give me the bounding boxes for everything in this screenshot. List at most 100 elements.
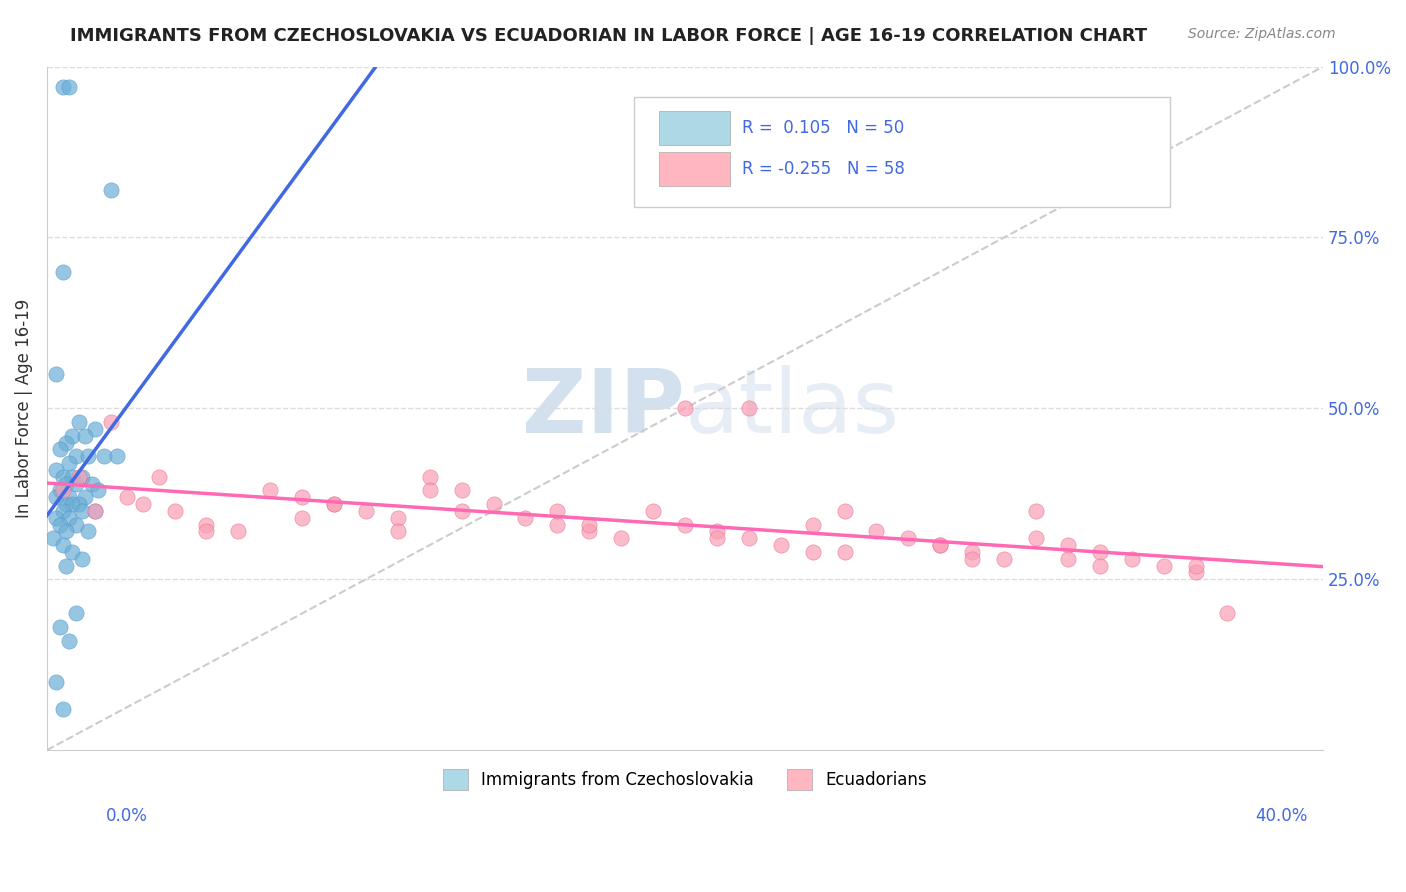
Point	[195, 524, 218, 539]
Point	[769, 538, 792, 552]
Point	[419, 483, 441, 498]
Point	[48, 442, 70, 457]
Point	[58, 80, 80, 95]
Point	[65, 607, 87, 621]
Point	[610, 531, 633, 545]
Point	[673, 401, 696, 416]
Point	[77, 449, 100, 463]
Point	[323, 497, 346, 511]
Point	[62, 497, 84, 511]
Point	[67, 497, 90, 511]
Point	[65, 517, 87, 532]
Point	[865, 524, 887, 539]
Point	[70, 551, 93, 566]
Text: 40.0%: 40.0%	[1256, 807, 1308, 825]
Legend: Immigrants from Czechoslovakia, Ecuadorians: Immigrants from Czechoslovakia, Ecuadori…	[436, 763, 934, 797]
Point	[1184, 558, 1206, 573]
Text: ZIP: ZIP	[522, 365, 685, 452]
FancyBboxPatch shape	[659, 111, 730, 145]
Point	[62, 428, 84, 442]
Point	[801, 545, 824, 559]
Point	[482, 497, 505, 511]
Point	[52, 504, 75, 518]
Text: IMMIGRANTS FROM CZECHOSLOVAKIA VS ECUADORIAN IN LABOR FORCE | AGE 16-19 CORRELAT: IMMIGRANTS FROM CZECHOSLOVAKIA VS ECUADO…	[70, 27, 1147, 45]
Text: atlas: atlas	[685, 365, 900, 452]
Text: 0.0%: 0.0%	[105, 807, 148, 825]
Point	[834, 504, 856, 518]
Point	[163, 504, 186, 518]
Point	[77, 524, 100, 539]
Point	[291, 510, 314, 524]
Point	[354, 504, 377, 518]
Point	[52, 483, 75, 498]
Point	[62, 545, 84, 559]
Point	[515, 510, 537, 524]
Point	[738, 401, 761, 416]
Point	[960, 545, 983, 559]
Point	[929, 538, 952, 552]
Text: R = -0.255   N = 58: R = -0.255 N = 58	[742, 161, 905, 178]
Point	[228, 524, 250, 539]
Point	[546, 504, 568, 518]
Point	[387, 524, 409, 539]
Point	[65, 476, 87, 491]
Point	[58, 490, 80, 504]
Point	[673, 517, 696, 532]
Point	[148, 469, 170, 483]
Point	[52, 469, 75, 483]
Point	[55, 558, 77, 573]
Point	[52, 265, 75, 279]
Point	[67, 415, 90, 429]
Point	[834, 545, 856, 559]
Point	[42, 531, 65, 545]
Point	[387, 510, 409, 524]
Point	[105, 449, 128, 463]
Point	[195, 517, 218, 532]
Point	[1088, 558, 1111, 573]
Point	[1216, 607, 1239, 621]
Point	[48, 483, 70, 498]
Point	[55, 497, 77, 511]
Point	[450, 483, 472, 498]
Point	[738, 531, 761, 545]
Point	[578, 524, 600, 539]
Point	[80, 476, 103, 491]
Point	[1025, 504, 1047, 518]
Point	[323, 497, 346, 511]
Point	[55, 476, 77, 491]
FancyBboxPatch shape	[659, 152, 730, 186]
Point	[52, 702, 75, 716]
Point	[706, 531, 728, 545]
Point	[1088, 545, 1111, 559]
Point	[58, 456, 80, 470]
Point	[83, 504, 105, 518]
Point	[291, 490, 314, 504]
Y-axis label: In Labor Force | Age 16-19: In Labor Force | Age 16-19	[15, 299, 32, 518]
Point	[1121, 551, 1143, 566]
Point	[55, 435, 77, 450]
Point	[83, 422, 105, 436]
Point	[45, 674, 67, 689]
Point	[87, 483, 110, 498]
Point	[62, 469, 84, 483]
Point	[1025, 531, 1047, 545]
Point	[929, 538, 952, 552]
Point	[45, 490, 67, 504]
Point	[578, 517, 600, 532]
Point	[45, 463, 67, 477]
Point	[1057, 538, 1080, 552]
Point	[48, 620, 70, 634]
Point	[48, 517, 70, 532]
Point	[58, 510, 80, 524]
Point	[419, 469, 441, 483]
Point	[1184, 566, 1206, 580]
Point	[1057, 551, 1080, 566]
Point	[70, 504, 93, 518]
Point	[897, 531, 920, 545]
Point	[131, 497, 153, 511]
Point	[55, 524, 77, 539]
Point	[100, 183, 122, 197]
Point	[546, 517, 568, 532]
Point	[450, 504, 472, 518]
Point	[45, 367, 67, 381]
